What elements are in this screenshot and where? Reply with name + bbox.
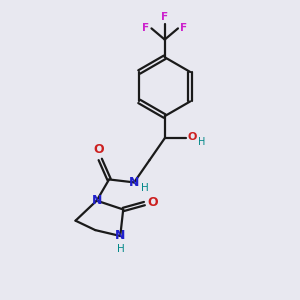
- Text: H: H: [141, 183, 149, 193]
- Text: O: O: [147, 196, 158, 208]
- Text: N: N: [129, 176, 139, 189]
- Text: H: H: [117, 244, 125, 254]
- Text: O: O: [94, 143, 104, 157]
- Text: O: O: [188, 132, 197, 142]
- Text: N: N: [92, 194, 102, 207]
- Text: N: N: [115, 230, 125, 242]
- Text: H: H: [198, 137, 205, 147]
- Text: F: F: [161, 12, 168, 22]
- Text: F: F: [180, 23, 188, 33]
- Text: F: F: [142, 23, 149, 33]
